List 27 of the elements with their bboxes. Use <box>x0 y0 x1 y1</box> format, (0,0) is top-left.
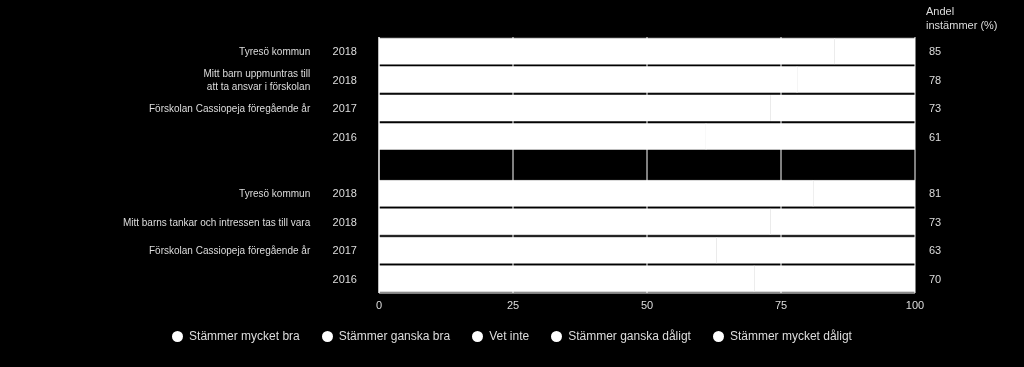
category-label: Förskolan Cassiopeja föregående år 2017 <box>149 102 357 115</box>
text: 70 <box>929 271 942 286</box>
x-tick-label: 75 <box>774 298 788 311</box>
x-tick-label: 0 <box>375 298 383 311</box>
x-tick-label: 25 <box>506 298 520 311</box>
category-label: Förskolan Cassiopeja föregående år 2017 <box>149 244 357 257</box>
text: 63 <box>929 243 942 258</box>
y-tick-label: 2016 <box>332 130 357 143</box>
legend-label: Stämmer ganska dåligt <box>567 329 691 343</box>
x-tick-label: 50 <box>640 298 654 311</box>
text: 73 <box>929 214 942 229</box>
text: 61 <box>929 129 942 144</box>
y2-axis-title: Andel instämmer (%) <box>926 4 999 32</box>
legend-label: Stämmer ganska bra <box>337 329 451 343</box>
legend-label: Vet inte <box>488 329 530 343</box>
category-label: Mitt barns tankar och intressen tas till vara 2018 <box>122 215 357 228</box>
y-tick-label: 2016 <box>332 272 357 285</box>
text: 78 <box>929 72 942 87</box>
text: 73 <box>929 101 942 116</box>
legend-label: Stämmer mycket bra <box>188 329 300 343</box>
legend-label: Stämmer mycket dåligt <box>728 329 852 343</box>
category-label: Tyresö kommun 2018 <box>239 45 357 58</box>
text: 81 <box>929 186 942 201</box>
category-label: Tyresö kommun 2018 <box>239 187 357 200</box>
category-label: Mitt barn uppmuntras till att ta ansvar i förskolan 2018 <box>203 68 357 93</box>
text: 85 <box>929 44 942 59</box>
x-tick-label: 100 <box>905 298 925 311</box>
